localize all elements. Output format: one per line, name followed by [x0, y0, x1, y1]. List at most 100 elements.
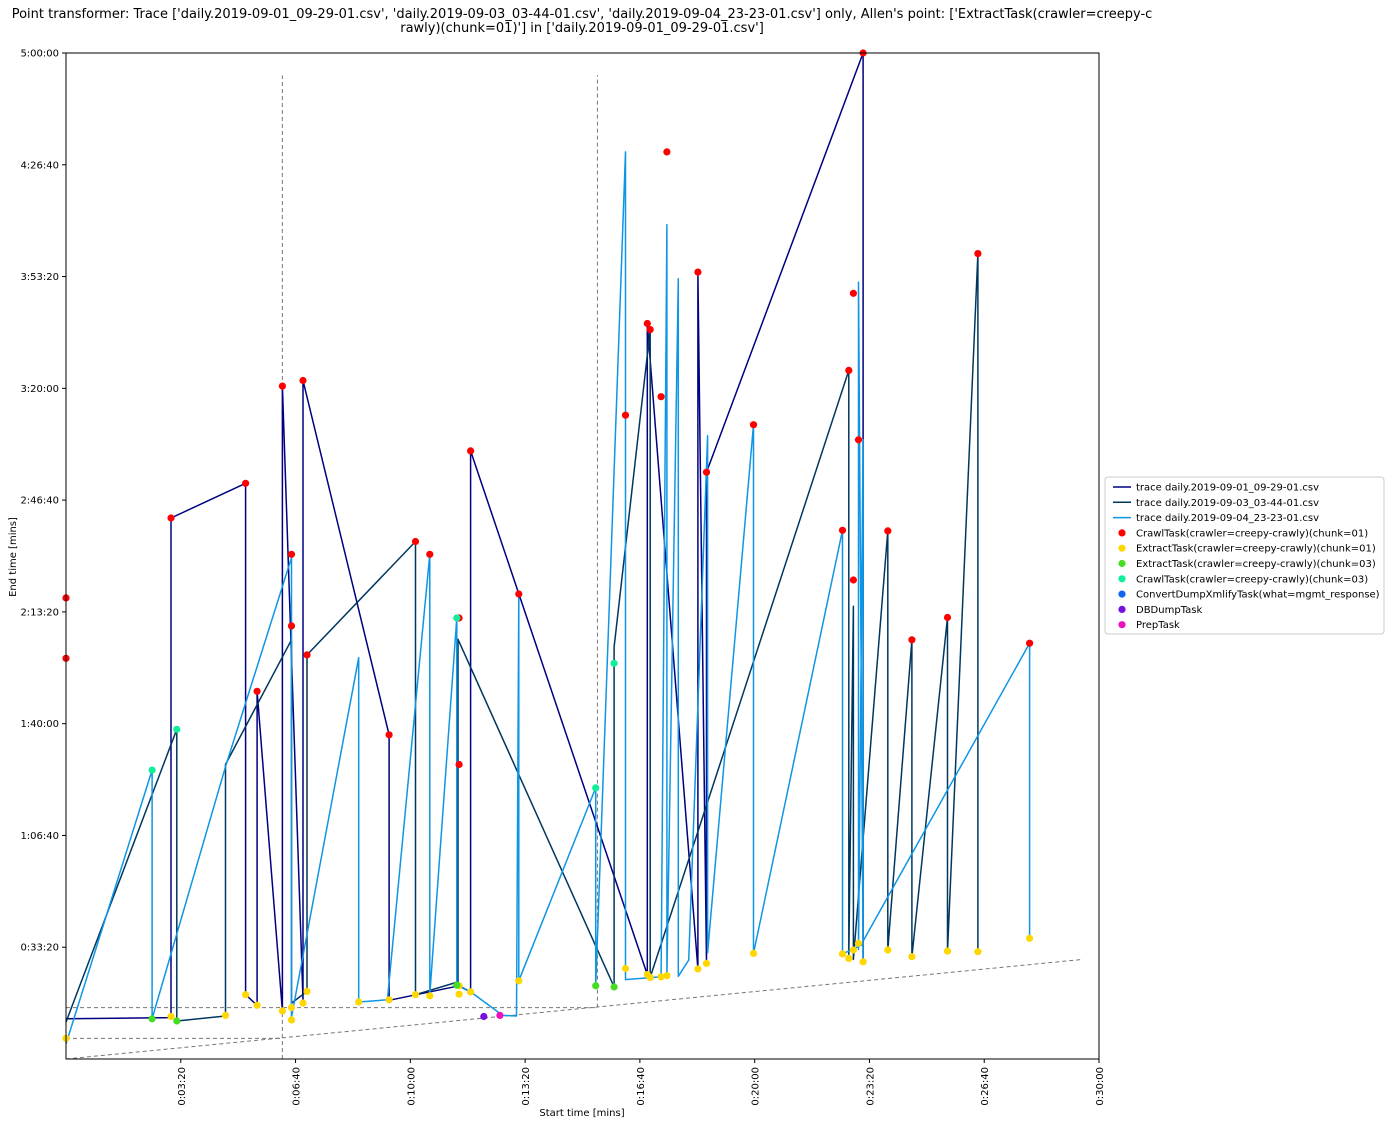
- scatter-point-2-4: [610, 983, 618, 991]
- scatter-point-1-8: [299, 999, 307, 1007]
- y-axis: 0:33:20 1:06:40 1:40:00 2:13:20 2:46:40 3:20:…: [20, 49, 66, 954]
- scatter-point-0-26: [845, 366, 853, 374]
- scatter-point-1-2: [221, 1011, 230, 1020]
- scatter-point-1-10: [355, 998, 363, 1006]
- scatter-point-0-18: [643, 319, 651, 328]
- scatter-point-1-15: [455, 990, 463, 998]
- scatter-point-0-32: [908, 636, 916, 644]
- scatter-point-1-33: [943, 947, 952, 955]
- legend-marker-swatch-1: [1118, 544, 1126, 552]
- x-tick-label-8: 0:30:00: [1095, 1067, 1106, 1106]
- scatter-point-1-20: [646, 973, 654, 982]
- scatter-point-1-21: [657, 973, 665, 981]
- scatter-point-1-11: [385, 996, 393, 1004]
- legend-entry-series-0: CrawlTask(crawler=creepy-crawly)(chunk=0…: [1136, 528, 1368, 539]
- legend-entry-trace-0: trace daily.2019-09-01_09-29-01.csv: [1136, 483, 1319, 494]
- scatter-point-1-26: [838, 950, 847, 958]
- legend: trace daily.2019-09-01_09-29-01.csvtrace…: [1104, 476, 1385, 635]
- scatter-point-0-19: [646, 326, 654, 334]
- scatter-point-1-29: [854, 939, 863, 947]
- scatter-point-1-27: [845, 954, 853, 963]
- trace-lines: [65, 52, 1031, 1045]
- scatter-point-1-30: [859, 958, 867, 966]
- scatter-series-5: [480, 1012, 488, 1021]
- chart-title: Point transformer: Trace ['daily.2019-09…: [12, 7, 1153, 36]
- legend-entry-series-1: ExtractTask(crawler=creepy-crawly)(chunk…: [1136, 544, 1376, 555]
- scatter-point-1-13: [426, 992, 434, 1000]
- y-tick-label-2: 1:40:00: [20, 719, 59, 730]
- legend-marker-swatch-0: [1118, 529, 1126, 537]
- scatter-point-1-6: [287, 1016, 296, 1024]
- legend-marker-swatch-5: [1118, 605, 1126, 614]
- scatter-point-0-6: [287, 550, 296, 558]
- scatter-point-0-11: [411, 537, 420, 546]
- y-tick-label-6: 3:53:20: [20, 272, 59, 283]
- scatter-point-0-23: [702, 468, 711, 476]
- scatter-series-3: [148, 614, 618, 792]
- y-tick-label-3: 2:13:20: [20, 607, 59, 618]
- scatter-point-1-24: [702, 959, 711, 968]
- scatter-point-1-9: [303, 987, 311, 996]
- scatter-series-2: [148, 981, 618, 1025]
- legend-entry-series-6: PrepTask: [1136, 620, 1180, 631]
- legend-box: [1104, 476, 1385, 635]
- trace-line-0: [65, 52, 864, 1020]
- scatter-point-0-10: [385, 731, 393, 739]
- legend-marker-swatch-6: [1118, 621, 1126, 629]
- legend-entry-trace-2: trace daily.2019-09-04_23-23-01.csv: [1136, 513, 1319, 524]
- scatter-point-1-7: [287, 1004, 296, 1012]
- scatter-point-0-25: [838, 526, 847, 534]
- scatter-point-1-23: [694, 965, 702, 973]
- scatter-point-1-5: [278, 1007, 286, 1015]
- reference-diagonal: [65, 959, 1082, 1060]
- trace-line-2: [65, 151, 1031, 1045]
- legend-marker-swatch-3: [1118, 575, 1126, 583]
- scatter-point-1-4: [253, 1001, 261, 1009]
- scatter-point-0-28: [849, 576, 858, 584]
- scatter-point-0-16: [515, 590, 523, 598]
- scatter-point-1-18: [621, 964, 630, 973]
- scatter-point-1-31: [884, 946, 892, 954]
- x-axis: 0:03:20 0:06:40 0:10:00 0:13:20 0:16:40 0:20:…: [177, 1059, 1106, 1106]
- trace-line-1: [65, 252, 979, 1023]
- scatter-point-5-0: [480, 1012, 488, 1021]
- scatter-point-0-14: [455, 760, 463, 769]
- reference-lines: [65, 75, 1082, 1060]
- legend-entry-series-5: DBDumpTask: [1136, 605, 1202, 616]
- scatter-point-2-0: [148, 1015, 156, 1023]
- scatter-point-0-31: [884, 527, 892, 535]
- scatter-point-0-22: [694, 268, 702, 276]
- scatter-point-0-5: [278, 382, 286, 390]
- scatter-point-1-22: [663, 972, 671, 980]
- scatter-point-0-20: [657, 393, 665, 401]
- legend-entry-series-4: ConvertDumpXmlifyTask(what=mgmt_response…: [1136, 590, 1380, 601]
- scatter-point-0-15: [467, 447, 475, 455]
- y-axis-label: End time [mins]: [8, 517, 19, 597]
- scatter-point-0-35: [1026, 639, 1034, 647]
- scatter-point-0-8: [299, 376, 307, 385]
- scatter-point-1-34: [974, 948, 982, 956]
- x-tick-label-7: 0:26:40: [980, 1067, 991, 1106]
- scatter-point-0-24: [749, 421, 758, 429]
- y-tick-label-8: 5:00:00: [20, 49, 59, 60]
- legend-entry-series-3: CrawlTask(crawler=creepy-crawly)(chunk=0…: [1136, 574, 1368, 585]
- x-tick-label-4: 0:16:40: [636, 1067, 647, 1106]
- scatter-point-0-33: [943, 613, 952, 622]
- scatter-point-0-34: [974, 250, 982, 258]
- y-tick-label-1: 1:06:40: [20, 831, 59, 842]
- scatter-point-3-4: [610, 659, 618, 667]
- scatter-point-0-27: [849, 289, 858, 297]
- x-tick-label-2: 0:10:00: [406, 1067, 417, 1106]
- plot-frame: [65, 52, 1100, 1060]
- scatter-point-0-2: [167, 514, 175, 522]
- scatter-point-1-32: [908, 953, 916, 961]
- scatter-point-1-17: [515, 977, 523, 985]
- scatter-point-0-12: [426, 550, 434, 558]
- scatter-point-0-21: [663, 148, 671, 156]
- scatter-point-3-1: [173, 725, 181, 733]
- scatter-point-3-0: [148, 766, 156, 774]
- scatter-point-1-25: [749, 949, 758, 958]
- x-tick-label-3: 0:13:20: [521, 1067, 532, 1106]
- scatter-point-3-3: [592, 784, 600, 792]
